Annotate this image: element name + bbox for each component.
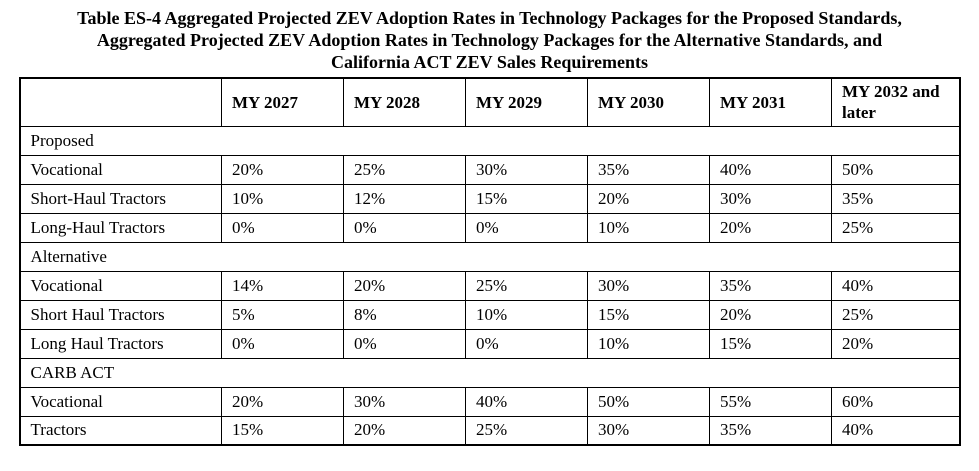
row-label: Vocational <box>19 270 222 301</box>
cell-my2028: 8% <box>343 299 466 330</box>
cell-my2028: 0% <box>343 328 466 359</box>
section-row-proposed: Proposed <box>19 125 960 156</box>
table-row-alternative-short-haul-tractors: Short Haul Tractors 5% 8% 10% 15% 20% 25… <box>19 299 960 330</box>
cell-my2032: 50% <box>831 154 960 185</box>
section-label-proposed: Proposed <box>19 125 960 156</box>
row-label: Short-Haul Tractors <box>19 183 222 214</box>
cell-my2028: 20% <box>343 270 466 301</box>
column-header-my-2032-and-later: MY 2032 and later <box>831 77 960 127</box>
table-row-carb-act-vocational: Vocational 20% 30% 40% 50% 55% 60% <box>19 386 960 417</box>
cell-my2031: 35% <box>709 270 832 301</box>
zev-adoption-table: MY 2027 MY 2028 MY 2029 MY 2030 MY 2031 … <box>18 77 961 446</box>
cell-my2027: 0% <box>221 328 344 359</box>
cell-my2027: 20% <box>221 154 344 185</box>
row-label: Long Haul Tractors <box>19 328 222 359</box>
cell-my2028: 25% <box>343 154 466 185</box>
cell-my2030: 10% <box>587 212 710 243</box>
table-row-alternative-long-haul-tractors: Long Haul Tractors 0% 0% 0% 10% 15% 20% <box>19 328 960 359</box>
table-title-line-1: Table ES-4 Aggregated Projected ZEV Adop… <box>77 8 902 28</box>
cell-my2028: 0% <box>343 212 466 243</box>
section-label-alternative: Alternative <box>19 241 960 272</box>
cell-my2032: 40% <box>831 270 960 301</box>
cell-my2032: 25% <box>831 299 960 330</box>
cell-my2031: 35% <box>709 415 832 446</box>
cell-my2029: 25% <box>465 415 588 446</box>
section-row-alternative: Alternative <box>19 241 960 272</box>
column-header-empty <box>19 77 222 127</box>
cell-my2032: 60% <box>831 386 960 417</box>
cell-my2028: 12% <box>343 183 466 214</box>
column-header-my-2027: MY 2027 <box>221 77 344 127</box>
cell-my2030: 30% <box>587 415 710 446</box>
cell-my2029: 30% <box>465 154 588 185</box>
cell-my2027: 20% <box>221 386 344 417</box>
column-header-my-2030: MY 2030 <box>587 77 710 127</box>
row-label: Short Haul Tractors <box>19 299 222 330</box>
cell-my2031: 30% <box>709 183 832 214</box>
cell-my2029: 40% <box>465 386 588 417</box>
cell-my2031: 40% <box>709 154 832 185</box>
cell-my2027: 10% <box>221 183 344 214</box>
cell-my2030: 35% <box>587 154 710 185</box>
table-row-alternative-vocational: Vocational 14% 20% 25% 30% 35% 40% <box>19 270 960 301</box>
cell-my2029: 0% <box>465 212 588 243</box>
table-row-proposed-vocational: Vocational 20% 25% 30% 35% 40% 50% <box>19 154 960 185</box>
cell-my2031: 20% <box>709 212 832 243</box>
table-title: Table ES-4 Aggregated Projected ZEV Adop… <box>0 0 979 73</box>
cell-my2030: 50% <box>587 386 710 417</box>
cell-my2029: 15% <box>465 183 588 214</box>
cell-my2027: 15% <box>221 415 344 446</box>
cell-my2030: 20% <box>587 183 710 214</box>
cell-my2030: 15% <box>587 299 710 330</box>
cell-my2027: 5% <box>221 299 344 330</box>
cell-my2030: 30% <box>587 270 710 301</box>
cell-my2030: 10% <box>587 328 710 359</box>
row-label: Tractors <box>19 415 222 446</box>
table-header-row: MY 2027 MY 2028 MY 2029 MY 2030 MY 2031 … <box>19 77 960 127</box>
cell-my2032: 35% <box>831 183 960 214</box>
row-label: Vocational <box>19 386 222 417</box>
cell-my2029: 0% <box>465 328 588 359</box>
table-title-line-3: California ACT ZEV Sales Requirements <box>330 52 649 72</box>
row-label: Vocational <box>19 154 222 185</box>
column-header-my-2029: MY 2029 <box>465 77 588 127</box>
cell-my2032: 25% <box>831 212 960 243</box>
table-row-proposed-long-haul-tractors: Long-Haul Tractors 0% 0% 0% 10% 20% 25% <box>19 212 960 243</box>
cell-my2029: 10% <box>465 299 588 330</box>
cell-my2032: 40% <box>831 415 960 446</box>
cell-my2027: 0% <box>221 212 344 243</box>
cell-my2031: 20% <box>709 299 832 330</box>
cell-my2032: 20% <box>831 328 960 359</box>
table-title-line-2: Aggregated Projected ZEV Adoption Rates … <box>96 30 883 50</box>
section-label-carb-act: CARB ACT <box>19 357 960 388</box>
cell-my2031: 15% <box>709 328 832 359</box>
cell-my2029: 25% <box>465 270 588 301</box>
cell-my2031: 55% <box>709 386 832 417</box>
cell-my2027: 14% <box>221 270 344 301</box>
column-header-my-2031: MY 2031 <box>709 77 832 127</box>
column-header-my-2028: MY 2028 <box>343 77 466 127</box>
row-label: Long-Haul Tractors <box>19 212 222 243</box>
section-row-carb-act: CARB ACT <box>19 357 960 388</box>
table-row-carb-act-tractors: Tractors 15% 20% 25% 30% 35% 40% <box>19 415 960 446</box>
cell-my2028: 20% <box>343 415 466 446</box>
table-row-proposed-short-haul-tractors: Short-Haul Tractors 10% 12% 15% 20% 30% … <box>19 183 960 214</box>
cell-my2028: 30% <box>343 386 466 417</box>
